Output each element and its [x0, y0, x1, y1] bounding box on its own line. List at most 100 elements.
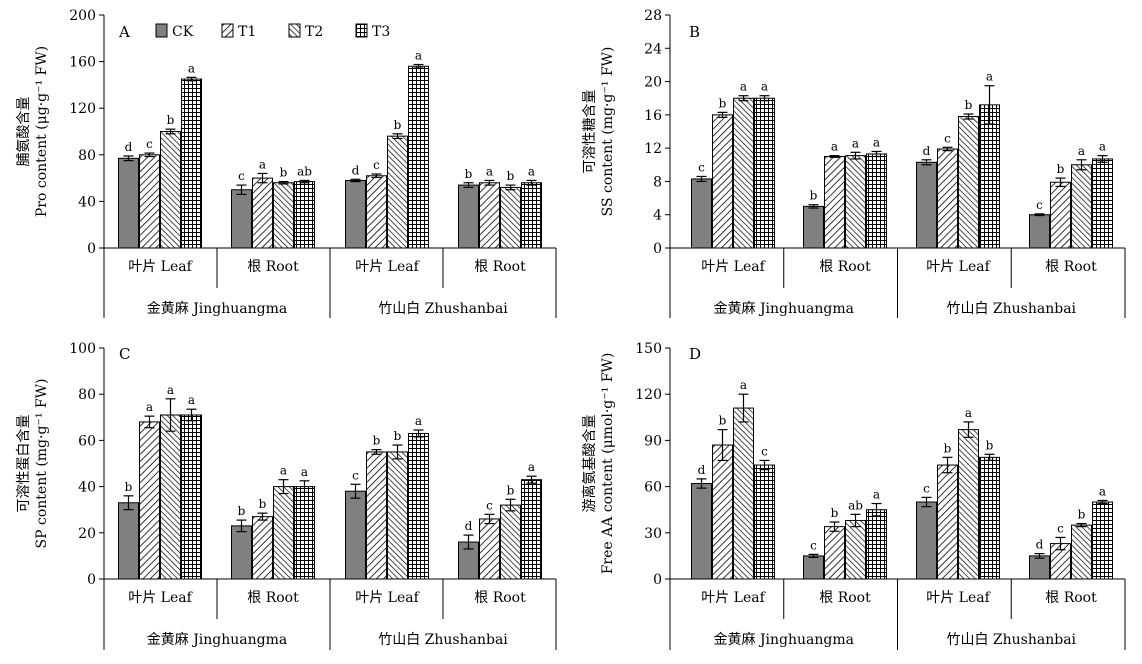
legend-swatch: [221, 23, 234, 38]
bar: [408, 432, 429, 580]
legend-swatch: [288, 23, 301, 38]
significance-letter: b: [1078, 508, 1086, 522]
significance-letter: c: [238, 169, 245, 183]
panel-c: 0 20 40 60 80 100 叶片 Leaf 根 Root 叶片 Leaf 根 Root 金黄…: [16, 341, 557, 650]
bar: [252, 516, 273, 580]
bar: [712, 114, 733, 249]
bar: [691, 483, 712, 580]
bar: [118, 157, 139, 249]
tissue-label: 根 Root: [819, 590, 871, 606]
legend-label: T3: [372, 24, 390, 40]
significance-letter: a: [873, 135, 880, 149]
bar: [521, 182, 542, 249]
y-tick-label: 40: [78, 480, 96, 496]
legend-label: CK: [172, 24, 194, 40]
bar: [118, 502, 139, 580]
significance-letter: a: [965, 406, 972, 420]
bar: [754, 97, 775, 249]
bar: [937, 148, 958, 249]
bar: [479, 518, 500, 580]
bar: [458, 184, 479, 249]
y-axis-title-zh: 可溶性蛋白含量: [16, 415, 32, 513]
bar: [160, 414, 181, 580]
significance-letter: b: [394, 429, 402, 443]
bar: [1029, 555, 1050, 580]
bar: [160, 131, 181, 249]
significance-letter: c: [761, 444, 768, 458]
panel-d: 0 30 60 90 120 150 叶片 Leaf 根 Root 叶片 Leaf 根 Root 金…: [581, 341, 1126, 650]
significance-letter: b: [810, 189, 818, 203]
y-tick-label: 40: [78, 194, 96, 210]
significance-letter: b: [944, 441, 952, 455]
significance-letter: b: [831, 506, 839, 520]
legend-swatch: [355, 23, 368, 38]
tissue-label: 叶片 Leaf: [926, 259, 991, 275]
y-tick-label: 20: [644, 75, 662, 91]
panel-b: 0 4 8 12 16 20 24 28 叶片 Leaf 根 Root 叶片 Leaf 根 Root 金…: [582, 8, 1126, 318]
tissue-label: 叶片 Leaf: [128, 259, 193, 275]
y-tick-label: 160: [69, 55, 96, 71]
bar: [1092, 501, 1113, 580]
legend: CK T1 T2 T3: [155, 23, 390, 40]
significance-letter: a: [486, 164, 493, 178]
significance-letter: a: [761, 80, 768, 94]
significance-letter: b: [125, 480, 133, 494]
significance-letter: a: [831, 140, 838, 154]
significance-letter: b: [986, 438, 994, 452]
y-tick-label: 80: [78, 148, 96, 164]
y-tick-label: 80: [78, 387, 96, 403]
significance-letter: c: [352, 468, 359, 482]
bar: [294, 181, 315, 249]
variety-label: 金黄麻 Jinghuangma: [714, 631, 855, 648]
y-tick-label: 24: [644, 41, 662, 57]
significance-letter: c: [373, 158, 380, 172]
panel-letter: B: [689, 23, 700, 41]
bar: [1071, 524, 1092, 580]
y-tick-label: 120: [69, 101, 96, 117]
y-axis-title-zh: 可溶性糖含量: [582, 90, 598, 174]
significance-letter: a: [1099, 140, 1106, 154]
bar: [1092, 158, 1113, 249]
y-axis-title-en: SS content (mg·g⁻¹ FW): [600, 47, 616, 217]
significance-letter: a: [146, 400, 153, 414]
y-tick-label: 16: [644, 108, 662, 124]
bar: [500, 186, 521, 249]
significance-letter: c: [944, 131, 951, 145]
bar: [958, 429, 979, 580]
significance-letter: c: [1057, 521, 1064, 535]
bar: [273, 486, 294, 580]
bar: [803, 555, 824, 580]
variety-label: 竹山白 Zhushanbai: [946, 301, 1076, 317]
y-tick-label: 8: [653, 174, 662, 190]
bar: [866, 153, 887, 249]
tissue-label: 根 Root: [474, 590, 526, 606]
bar: [231, 525, 252, 580]
y-tick-label: 30: [644, 526, 662, 542]
bar: [979, 104, 1000, 249]
significance-letter: a: [259, 157, 266, 171]
legend-label: T1: [238, 24, 256, 40]
y-tick-label: 150: [635, 341, 662, 357]
tissue-label: 根 Root: [1045, 259, 1097, 275]
significance-letter: a: [986, 70, 993, 84]
y-axis-title-zh: 游离氨基酸含量: [581, 415, 598, 513]
bar: [345, 490, 366, 580]
significance-letter: b: [719, 96, 727, 110]
significance-letter: b: [965, 98, 973, 112]
variety-label: 竹山白 Zhushanbai: [378, 632, 508, 648]
tissue-label: 叶片 Leaf: [926, 590, 991, 606]
significance-letter: a: [167, 383, 174, 397]
y-axis-title-zh: 脯氨酸含量: [16, 97, 32, 167]
y-tick-label: 28: [644, 8, 662, 24]
tissue-label: 根 Root: [1045, 590, 1097, 606]
significance-letter: a: [188, 393, 195, 407]
variety-label: 竹山白 Zhushanbai: [946, 632, 1076, 648]
significance-letter: b: [507, 169, 515, 183]
significance-letter: ab: [297, 164, 312, 178]
significance-letter: b: [167, 113, 175, 127]
y-tick-label: 100: [69, 341, 96, 357]
panel-letter: D: [689, 345, 701, 363]
significance-letter: b: [373, 434, 381, 448]
bar: [824, 155, 845, 249]
bar: [252, 177, 273, 249]
